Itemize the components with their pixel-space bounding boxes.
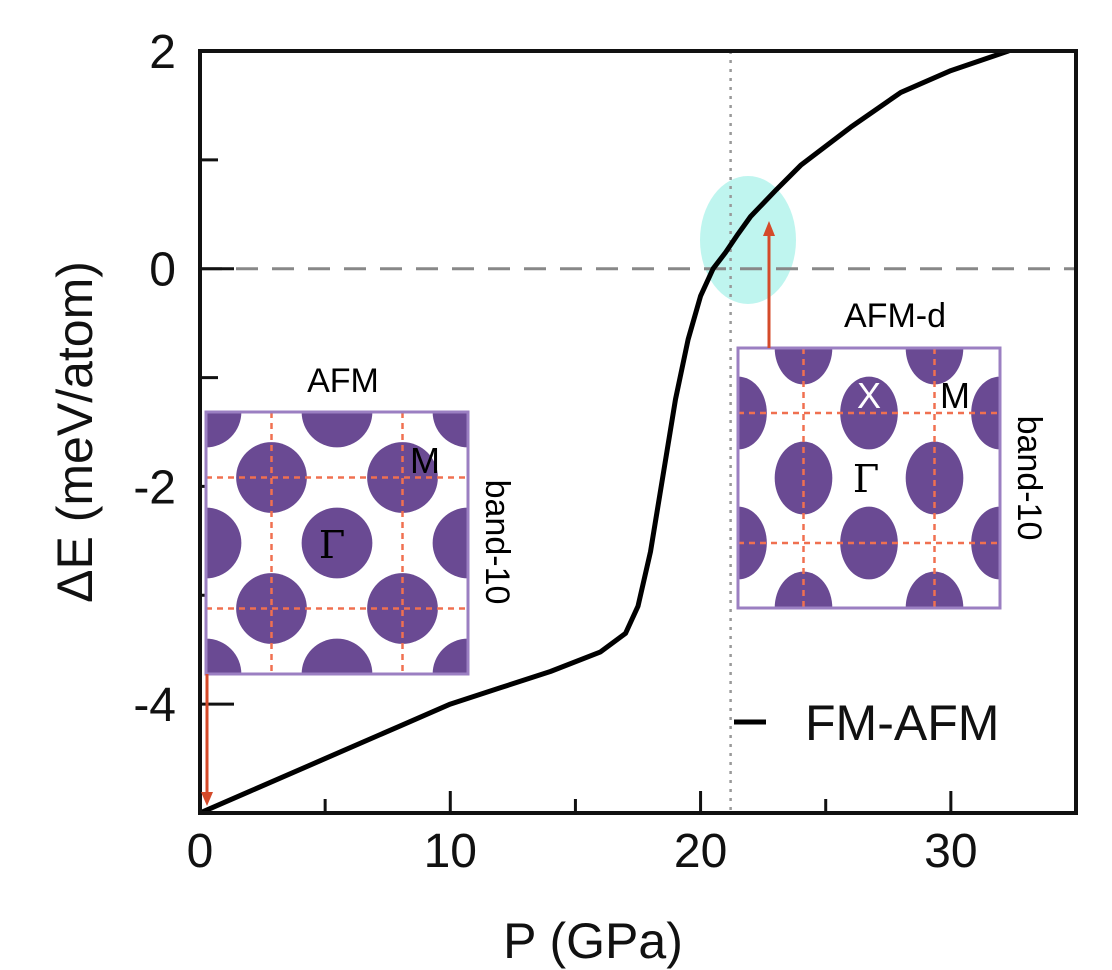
fermi-pocket [432, 412, 468, 448]
inset-afm-frame [204, 410, 470, 676]
inset-afm-title: AFM [307, 362, 379, 400]
fermi-surface-afm-d [738, 348, 1000, 608]
inset-afm-d-frame [736, 346, 1002, 610]
inset-afm-d-point-gamma: Γ [853, 457, 879, 501]
series-line-fm-afm [200, 51, 1011, 813]
inset-afm-point-gamma: Γ [319, 523, 345, 567]
fermi-pocket [432, 507, 468, 579]
legend-label-fm-afm: FM-AFM [805, 695, 999, 751]
fermi-pocket [206, 412, 242, 448]
fermi-pocket [840, 376, 898, 450]
fermi-pocket [840, 506, 898, 580]
inset-afm-d-point-x: X [857, 375, 881, 416]
fermi-pocket [774, 571, 833, 608]
plot-frame [198, 49, 1078, 815]
inset-afm-point-m: M [410, 440, 440, 481]
fermi-pocket [774, 441, 833, 515]
x-tick-label: 10 [424, 825, 477, 878]
inset-afm-d-title: AFM-d [844, 297, 946, 335]
fermi-pocket [301, 638, 373, 674]
fermi-pocket [206, 638, 242, 674]
fermi-pocket [367, 573, 438, 644]
tick-labels: 0 10 20 30 -4 -2 0 2 [133, 26, 977, 878]
fermi-pocket [905, 441, 964, 515]
x-tick-label: 30 [924, 825, 977, 878]
legend: FM-AFM [734, 695, 999, 751]
fermi-pocket [905, 571, 964, 608]
inset-afm-side-label: band-10 [478, 480, 516, 605]
x-tick-label: 20 [674, 825, 727, 878]
y-tick-label: -2 [133, 461, 176, 514]
inset-afm: AFM X M Γ band-10 [204, 362, 516, 676]
arrow-afm-d [763, 221, 775, 348]
inset-afm-d: AFM-d X M Γ band-10 [736, 297, 1048, 610]
fermi-pocket [236, 442, 307, 513]
inset-afm-point-x: X [326, 440, 350, 481]
inset-afm-d-point-m: M [940, 375, 970, 416]
inset-afm-d-side-label: band-10 [1010, 416, 1048, 541]
fermi-pocket [206, 507, 242, 579]
transition-highlight [700, 176, 796, 304]
y-tick-label: 2 [149, 26, 176, 79]
x-tick-label: 0 [187, 825, 214, 878]
fermi-pocket [301, 507, 373, 579]
fermi-pocket [774, 348, 833, 385]
fermi-pocket [236, 573, 307, 644]
fermi-pocket [432, 638, 468, 674]
y-axis-title: ΔE (meV/atom) [47, 261, 103, 603]
arrow-afm [201, 674, 213, 806]
x-axis-title: P (GPa) [503, 913, 683, 969]
fermi-surface-afm [206, 412, 468, 674]
fermi-pocket [301, 412, 373, 448]
fermi-pocket [905, 348, 964, 385]
y-tick-label: 0 [149, 244, 176, 297]
fermi-pocket [367, 442, 438, 513]
y-tick-label: -4 [133, 679, 176, 732]
